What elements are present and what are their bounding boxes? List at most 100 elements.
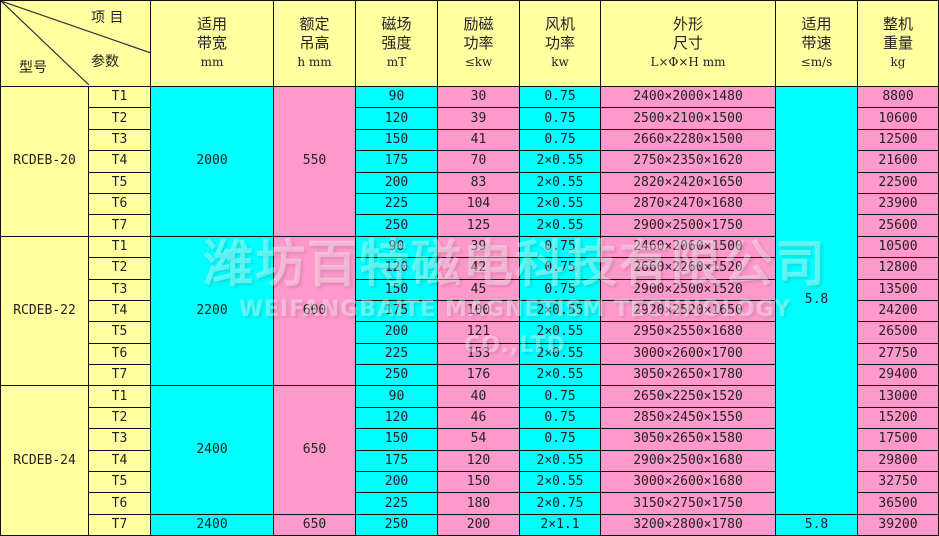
weight-cell: 10500 bbox=[857, 235, 939, 259]
table-row: T7 2400 650 250 200 2×1.1 3200×2800×1780 5.8 392… bbox=[1, 513, 939, 536]
dimensions-cell: 2920×2520×1650 bbox=[600, 299, 776, 323]
fan-power-cell: 2×0.55 bbox=[519, 192, 601, 216]
type-cell: T1 bbox=[88, 235, 151, 259]
field-strength-cell: 150 bbox=[355, 278, 438, 301]
model-cell: RCDEB-22 bbox=[0, 235, 89, 387]
type-cell: T2 bbox=[88, 257, 151, 280]
table-row: T4 175 120 2×0.55 2900×2500×1680 29800 bbox=[1, 449, 939, 473]
table-row: RCDEB-22 T1 2200 600 90 39 0.75 2460×2060×1500 1… bbox=[0, 235, 939, 387]
column-header-line2: 带宽 bbox=[196, 34, 227, 52]
excite-power-cell: 45 bbox=[437, 278, 520, 301]
fan-power-cell: 2×0.55 bbox=[519, 150, 601, 173]
dimensions-cell: 3200×2800×1780 bbox=[600, 513, 776, 536]
table-row: T2 120 46 0.75 2850×2450×1550 15200 bbox=[1, 406, 939, 430]
column-header-line1: 整机 bbox=[882, 15, 913, 33]
table-row: T6 225 153 2×0.55 3000×2600×1700 27750 bbox=[1, 342, 939, 366]
table-row: RCDEB-24 T1 2400 650 90 40 0.75 2650×2250×1520 1… bbox=[0, 385, 939, 536]
column-header-line2: 重量 bbox=[882, 34, 913, 52]
weight-cell: 12500 bbox=[857, 128, 939, 152]
lift-height-cell: 550 bbox=[273, 86, 356, 237]
type-cell: T7 bbox=[88, 364, 151, 387]
type-cell: T2 bbox=[88, 107, 151, 130]
excite-power-cell: 42 bbox=[437, 257, 520, 280]
field-strength-cell: 225 bbox=[355, 192, 438, 216]
weight-cell: 13000 bbox=[857, 385, 939, 408]
table-row: T6 225 104 2×0.55 2870×2470×1680 23900 bbox=[1, 192, 939, 216]
column-header-line2: 强度 bbox=[381, 34, 412, 52]
weight-cell: 24200 bbox=[857, 299, 939, 323]
field-strength-cell: 175 bbox=[355, 299, 438, 323]
column-header: 整机 重量 kg bbox=[857, 0, 939, 87]
column-header: 适用 带速 ≤m/s bbox=[775, 0, 858, 87]
excite-power-cell: 153 bbox=[437, 342, 520, 366]
dimensions-cell: 3050×2650×1580 bbox=[600, 428, 776, 451]
column-header-line1: 风机 bbox=[544, 15, 575, 33]
column-header: 风机 功率 kw bbox=[519, 0, 601, 87]
weight-cell: 17500 bbox=[857, 428, 939, 451]
type-cell: T6 bbox=[88, 492, 151, 515]
type-cell: T7 bbox=[88, 513, 151, 536]
column-header: 额定 吊高 h mm bbox=[273, 0, 356, 87]
weight-cell: 29400 bbox=[857, 364, 939, 387]
table-row: T3 150 41 0.75 2660×2280×1500 12500 bbox=[1, 128, 939, 152]
column-header-unit: kg bbox=[890, 55, 906, 69]
excite-power-cell: 39 bbox=[437, 235, 520, 259]
column-header-line2: 带速 bbox=[801, 34, 832, 52]
field-strength-cell: 225 bbox=[355, 342, 438, 366]
column-header-unit: L×Φ×H mm bbox=[650, 55, 726, 69]
model-label: 型号 bbox=[19, 60, 47, 76]
column-header-unit: mm bbox=[200, 55, 224, 69]
type-cell: T1 bbox=[88, 85, 151, 109]
dimensions-cell: 2460×2060×1500 bbox=[600, 235, 776, 259]
table-body: RCDEB-20 T1 2000 550 90 30 0.75 2400×2000×1480 5… bbox=[0, 85, 939, 536]
band-width-cell: 2400 bbox=[150, 385, 274, 515]
weight-cell: 39200 bbox=[857, 513, 939, 536]
dimensions-cell: 2500×2100×1500 bbox=[600, 107, 776, 130]
table-row: T7 250 176 2×0.55 3050×2650×1780 29400 bbox=[1, 364, 939, 387]
fan-power-cell: 2×0.55 bbox=[519, 171, 601, 194]
header-row: 项 目 参数 型号 适用 带宽 mm 额定 吊高 h mm 磁场 强度 mT 励磁 功率 ≤kw 风机功… bbox=[0, 0, 939, 87]
excite-power-cell: 100 bbox=[437, 299, 520, 323]
column-header: 外形 尺寸 L×Φ×H mm bbox=[600, 0, 776, 87]
weight-cell: 8800 bbox=[857, 85, 939, 109]
excite-power-cell: 176 bbox=[437, 364, 520, 387]
column-header-line2: 功率 bbox=[463, 34, 494, 52]
column-header-line1: 励磁 bbox=[463, 15, 494, 33]
fan-power-cell: 2×0.55 bbox=[519, 471, 601, 494]
dimensions-cell: 2820×2420×1650 bbox=[600, 171, 776, 194]
type-cell: T3 bbox=[88, 428, 151, 451]
excite-power-cell: 180 bbox=[437, 492, 520, 515]
dimensions-cell: 3150×2750×1750 bbox=[600, 492, 776, 515]
table-row: T2 120 39 0.75 2500×2100×1500 10600 bbox=[1, 107, 939, 130]
field-strength-cell: 120 bbox=[355, 107, 438, 130]
excite-power-cell: 83 bbox=[437, 171, 520, 194]
field-strength-cell: 250 bbox=[355, 513, 438, 536]
column-header-line1: 额定 bbox=[299, 15, 330, 33]
diagonal-header-cell: 项 目 参数 型号 bbox=[0, 0, 151, 87]
type-cell: T5 bbox=[88, 171, 151, 194]
fan-power-cell: 2×0.55 bbox=[519, 364, 601, 387]
column-header-line2: 功率 bbox=[544, 34, 575, 52]
column-header-line1: 磁场 bbox=[381, 15, 412, 33]
weight-cell: 32750 bbox=[857, 471, 939, 494]
weight-cell: 23900 bbox=[857, 192, 939, 216]
type-cell: T4 bbox=[88, 150, 151, 173]
dimensions-cell: 3000×2600×1700 bbox=[600, 342, 776, 366]
excite-power-cell: 41 bbox=[437, 128, 520, 152]
type-cell: T6 bbox=[88, 342, 151, 366]
weight-cell: 29800 bbox=[857, 449, 939, 473]
lift-height-cell: 650 bbox=[273, 385, 356, 515]
column-header-line1: 适用 bbox=[196, 15, 227, 33]
excite-power-cell: 39 bbox=[437, 107, 520, 130]
column-header: 适用 带宽 mm bbox=[150, 0, 274, 87]
dimensions-cell: 2900×2500×1750 bbox=[600, 214, 776, 237]
dimensions-cell: 3000×2600×1680 bbox=[600, 471, 776, 494]
fan-power-cell: 0.75 bbox=[519, 128, 601, 152]
weight-cell: 25600 bbox=[857, 214, 939, 237]
excite-power-cell: 200 bbox=[437, 513, 520, 536]
field-strength-cell: 175 bbox=[355, 449, 438, 473]
column-header-unit: kw bbox=[551, 55, 569, 69]
field-strength-cell: 225 bbox=[355, 492, 438, 515]
table-row: T6 225 180 2×0.75 3150×2750×1750 36500 bbox=[1, 492, 939, 515]
field-strength-cell: 120 bbox=[355, 257, 438, 280]
